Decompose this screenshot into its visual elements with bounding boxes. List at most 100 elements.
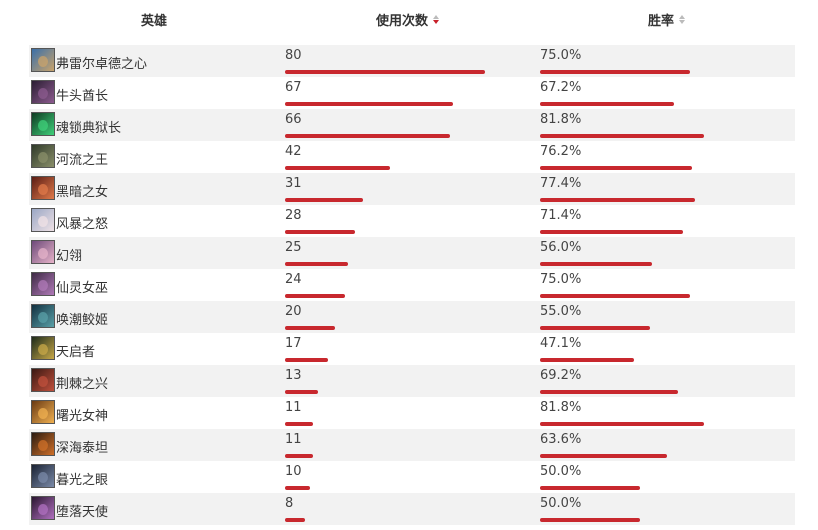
win-rate-bar <box>540 294 690 298</box>
hero-name[interactable]: 仙灵女巫 <box>56 281 109 296</box>
table-row: 牛头酋长 67 67.2% <box>29 77 795 109</box>
uses-count: 24 <box>285 272 302 287</box>
win-rate-bar <box>540 358 634 362</box>
win-rate-bar <box>540 422 704 426</box>
table-row: 幻翎 25 56.0% <box>29 237 795 269</box>
hero-name[interactable]: 魂锁典狱长 <box>56 121 122 136</box>
hero-avatar-icon[interactable] <box>31 432 55 456</box>
uses-bar <box>285 518 305 522</box>
hero-avatar-icon[interactable] <box>31 208 55 232</box>
win-rate-value: 71.4% <box>540 208 582 223</box>
hero-name[interactable]: 唤潮鲛姬 <box>56 313 109 328</box>
win-rate-bar <box>540 166 692 170</box>
uses-count: 8 <box>285 496 294 511</box>
uses-bar <box>285 166 390 170</box>
uses-count: 20 <box>285 304 302 319</box>
uses-count: 10 <box>285 464 302 479</box>
hero-name[interactable]: 曙光女神 <box>56 409 109 424</box>
column-header-win-rate-label[interactable]: 胜率 <box>648 14 675 29</box>
table-row: 曙光女神 11 81.8% <box>29 397 795 429</box>
table-row: 风暴之怒 28 71.4% <box>29 205 795 237</box>
uses-count: 80 <box>285 48 302 63</box>
win-rate-value: 81.8% <box>540 112 582 127</box>
win-rate-bar <box>540 262 652 266</box>
uses-bar <box>285 230 355 234</box>
hero-name[interactable]: 黑暗之女 <box>56 185 109 200</box>
uses-bar <box>285 358 328 362</box>
win-rate-bar <box>540 518 640 522</box>
hero-avatar-icon[interactable] <box>31 48 55 72</box>
win-rate-value: 50.0% <box>540 464 582 479</box>
win-rate-bar <box>540 454 667 458</box>
uses-bar <box>285 422 313 426</box>
uses-bar <box>285 262 348 266</box>
column-header-uses-label[interactable]: 使用次数 <box>376 14 429 29</box>
hero-avatar-icon[interactable] <box>31 464 55 488</box>
win-rate-value: 75.0% <box>540 272 582 287</box>
win-rate-value: 69.2% <box>540 368 582 383</box>
win-rate-value: 81.8% <box>540 400 582 415</box>
win-rate-value: 50.0% <box>540 496 582 511</box>
hero-avatar-icon[interactable] <box>31 336 55 360</box>
win-rate-bar <box>540 326 650 330</box>
win-rate-value: 56.0% <box>540 240 582 255</box>
table-row: 河流之王 42 76.2% <box>29 141 795 173</box>
win-rate-value: 75.0% <box>540 48 582 63</box>
win-rate-bar <box>540 134 704 138</box>
hero-name[interactable]: 风暴之怒 <box>56 217 109 232</box>
uses-bar <box>285 454 313 458</box>
hero-name[interactable]: 荆棘之兴 <box>56 377 109 392</box>
column-header-hero-label: 英雄 <box>141 14 168 29</box>
sort-desc-icon[interactable] <box>433 15 440 24</box>
hero-name[interactable]: 河流之王 <box>56 153 109 168</box>
hero-name[interactable]: 暮光之眼 <box>56 473 109 488</box>
column-header-uses[interactable]: 使用次数 <box>376 10 440 29</box>
sort-icon[interactable] <box>679 15 686 24</box>
hero-avatar-icon[interactable] <box>31 496 55 520</box>
table-row: 暮光之眼 10 50.0% <box>29 461 795 493</box>
hero-name[interactable]: 天启者 <box>56 345 96 360</box>
win-rate-bar <box>540 390 678 394</box>
win-rate-value: 67.2% <box>540 80 582 95</box>
table-row: 黑暗之女 31 77.4% <box>29 173 795 205</box>
column-header-win-rate[interactable]: 胜率 <box>648 10 686 29</box>
hero-name[interactable]: 幻翎 <box>56 249 83 264</box>
uses-count: 11 <box>285 432 302 447</box>
uses-bar <box>285 198 363 202</box>
uses-bar <box>285 134 450 138</box>
uses-bar <box>285 326 335 330</box>
hero-avatar-icon[interactable] <box>31 80 55 104</box>
win-rate-bar <box>540 198 695 202</box>
hero-name[interactable]: 牛头酋长 <box>56 89 109 104</box>
uses-count: 11 <box>285 400 302 415</box>
uses-bar <box>285 486 310 490</box>
table-row: 深海泰坦 11 63.6% <box>29 429 795 461</box>
hero-name[interactable]: 堕落天使 <box>56 505 109 520</box>
uses-count: 28 <box>285 208 302 223</box>
win-rate-value: 55.0% <box>540 304 582 319</box>
column-header-hero: 英雄 <box>141 10 167 29</box>
uses-count: 25 <box>285 240 302 255</box>
table-row: 魂锁典狱长 66 81.8% <box>29 109 795 141</box>
uses-count: 67 <box>285 80 302 95</box>
hero-avatar-icon[interactable] <box>31 368 55 392</box>
uses-count: 66 <box>285 112 302 127</box>
uses-bar <box>285 70 485 74</box>
hero-avatar-icon[interactable] <box>31 400 55 424</box>
hero-avatar-icon[interactable] <box>31 240 55 264</box>
hero-name[interactable]: 深海泰坦 <box>56 441 109 456</box>
win-rate-bar <box>540 102 674 106</box>
win-rate-bar <box>540 486 640 490</box>
hero-avatar-icon[interactable] <box>31 304 55 328</box>
hero-avatar-icon[interactable] <box>31 176 55 200</box>
hero-avatar-icon[interactable] <box>31 272 55 296</box>
win-rate-value: 76.2% <box>540 144 582 159</box>
hero-avatar-icon[interactable] <box>31 112 55 136</box>
hero-table-body: 弗雷尔卓德之心 80 75.0% 牛头酋长 67 67.2% 魂锁典狱长 66 81.8% 河流之… <box>29 45 795 525</box>
table-row: 天启者 17 47.1% <box>29 333 795 365</box>
table-row: 仙灵女巫 24 75.0% <box>29 269 795 301</box>
hero-avatar-icon[interactable] <box>31 144 55 168</box>
uses-bar <box>285 102 453 106</box>
hero-name[interactable]: 弗雷尔卓德之心 <box>56 57 148 72</box>
win-rate-value: 77.4% <box>540 176 582 191</box>
